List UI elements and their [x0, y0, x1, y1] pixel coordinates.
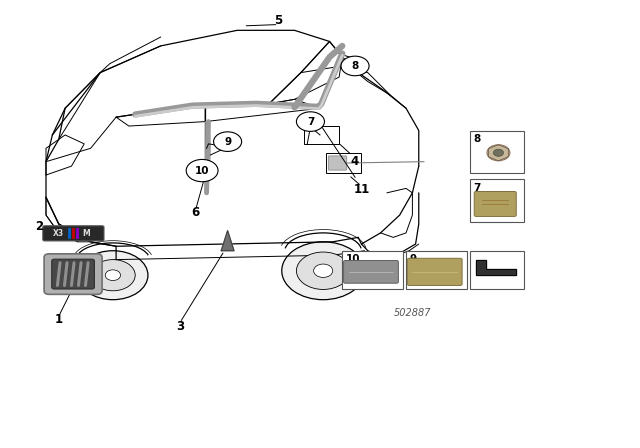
Text: 9: 9 — [224, 137, 231, 146]
Bar — [342, 251, 403, 289]
Bar — [406, 251, 467, 289]
Text: 10: 10 — [195, 166, 209, 176]
Text: 1: 1 — [54, 313, 63, 326]
Circle shape — [91, 260, 135, 291]
Circle shape — [105, 270, 120, 280]
Text: 5: 5 — [275, 14, 283, 27]
Polygon shape — [205, 121, 211, 193]
Circle shape — [314, 264, 333, 277]
Circle shape — [487, 145, 510, 161]
Text: 502887: 502887 — [394, 308, 431, 318]
Text: 7: 7 — [473, 183, 480, 193]
Bar — [470, 180, 524, 222]
FancyBboxPatch shape — [52, 259, 95, 289]
Text: 3: 3 — [176, 320, 184, 333]
Text: 11: 11 — [353, 183, 369, 196]
Circle shape — [186, 159, 218, 182]
Text: 2: 2 — [36, 220, 44, 233]
Circle shape — [341, 56, 369, 76]
Text: 9: 9 — [409, 254, 417, 264]
Circle shape — [296, 112, 324, 131]
Text: 10: 10 — [346, 254, 360, 264]
Text: 6: 6 — [191, 207, 200, 220]
FancyBboxPatch shape — [344, 260, 398, 283]
FancyBboxPatch shape — [407, 258, 462, 285]
FancyBboxPatch shape — [328, 156, 347, 170]
Circle shape — [296, 252, 350, 289]
Text: 8: 8 — [473, 134, 480, 144]
Text: M: M — [83, 229, 90, 238]
FancyBboxPatch shape — [43, 226, 104, 241]
Text: 8: 8 — [351, 61, 358, 71]
FancyBboxPatch shape — [474, 191, 516, 216]
Bar — [326, 153, 362, 173]
Polygon shape — [476, 260, 516, 275]
Bar — [470, 251, 524, 289]
Circle shape — [214, 132, 242, 151]
Circle shape — [493, 149, 504, 156]
Bar — [470, 130, 524, 173]
Text: 4: 4 — [351, 155, 359, 168]
Text: 7: 7 — [307, 116, 314, 127]
Text: X3: X3 — [53, 229, 64, 238]
Circle shape — [78, 251, 148, 300]
Circle shape — [282, 242, 365, 300]
FancyBboxPatch shape — [44, 254, 102, 294]
Polygon shape — [221, 231, 234, 251]
Bar — [304, 126, 339, 144]
